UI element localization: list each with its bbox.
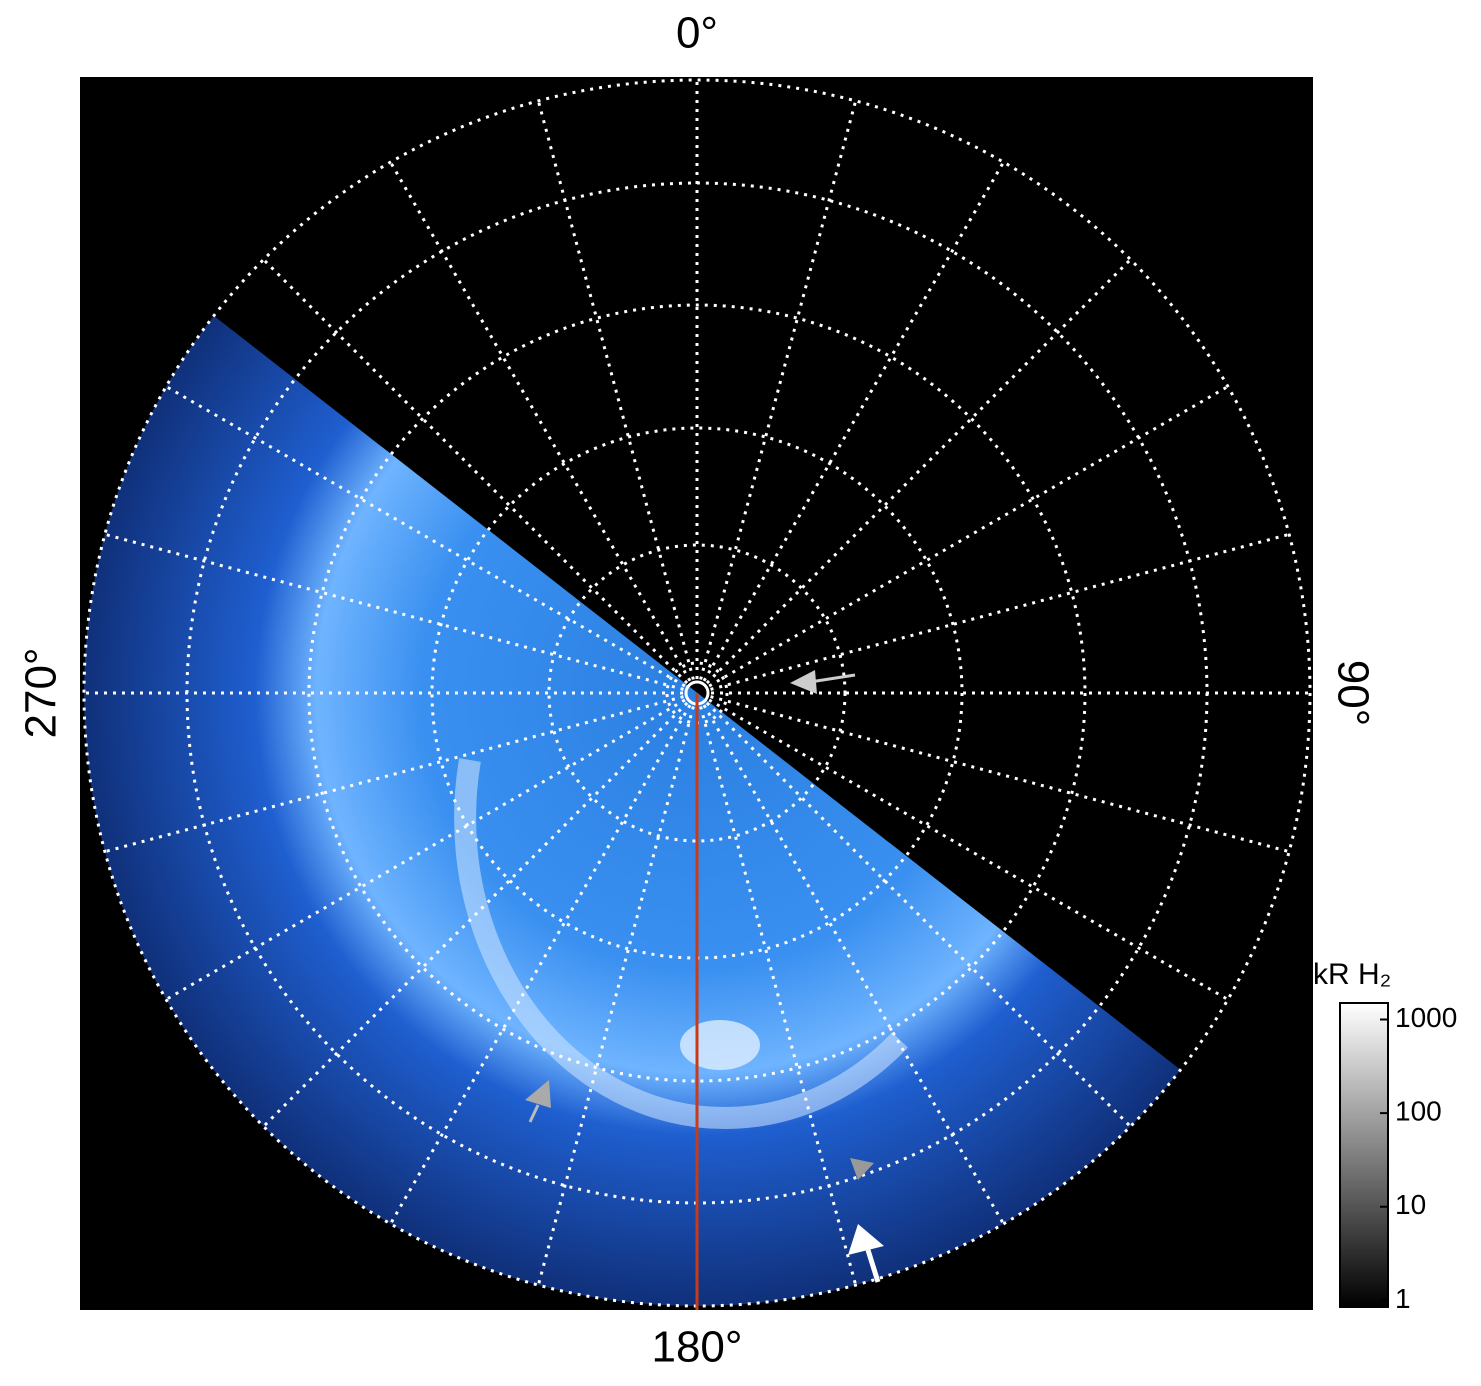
angle-label: 180°: [651, 1323, 742, 1372]
grid-ring: [547, 543, 847, 843]
angle-label: 270°: [17, 647, 66, 738]
arrow: [865, 1249, 881, 1283]
arrow-head: [848, 1224, 884, 1255]
arrow-head: [850, 1158, 874, 1180]
arrow: [528, 1104, 540, 1123]
grid-ring: [307, 303, 1087, 1083]
angle-label: 0°: [676, 9, 718, 58]
grid-meridian: [262, 701, 689, 1128]
grid-meridian: [710, 532, 1290, 691]
grid-meridian: [708, 698, 1229, 1001]
colorbar-tick-label: 100: [1395, 1096, 1442, 1127]
angle-label: 90°: [1328, 660, 1377, 727]
grid-meridian: [262, 258, 689, 685]
grid-meridian: [104, 695, 684, 854]
grid-meridian: [705, 701, 1132, 1128]
main-oval: [454, 758, 908, 1129]
grid-meridian: [708, 385, 1229, 688]
bright-spot: [680, 1020, 760, 1070]
colorbar-tick-label: 1000: [1395, 1002, 1457, 1033]
grid-meridian: [389, 704, 692, 1225]
colorbar-tick-label: 1: [1395, 1283, 1411, 1314]
grid-meridian: [702, 161, 1005, 682]
grid-meridian: [710, 695, 1290, 854]
colorbar-tick-label: 10: [1395, 1189, 1426, 1220]
colorbar-label: kR H₂: [1313, 958, 1391, 991]
arrow-head: [525, 1080, 551, 1108]
auroral-emission: [84, 149, 1310, 1306]
grid-meridian: [699, 100, 858, 680]
grid-meridian: [389, 161, 692, 682]
grid-meridian: [536, 100, 695, 680]
grid-meridian: [705, 258, 1132, 685]
emission-map: [84, 149, 1310, 1306]
arrows: [525, 670, 884, 1283]
arrow-head: [790, 670, 817, 694]
grid-meridian: [104, 532, 684, 691]
grid-meridian: [536, 706, 695, 1286]
grid-meridian: [699, 706, 858, 1286]
grid-meridian: [702, 704, 1005, 1225]
grid-meridian: [165, 698, 686, 1001]
arrow: [809, 673, 856, 684]
polar-grid: [82, 78, 1312, 1308]
grid-meridian: [165, 385, 686, 688]
colorbar: [1339, 1002, 1389, 1308]
grid-ring: [82, 78, 1312, 1308]
